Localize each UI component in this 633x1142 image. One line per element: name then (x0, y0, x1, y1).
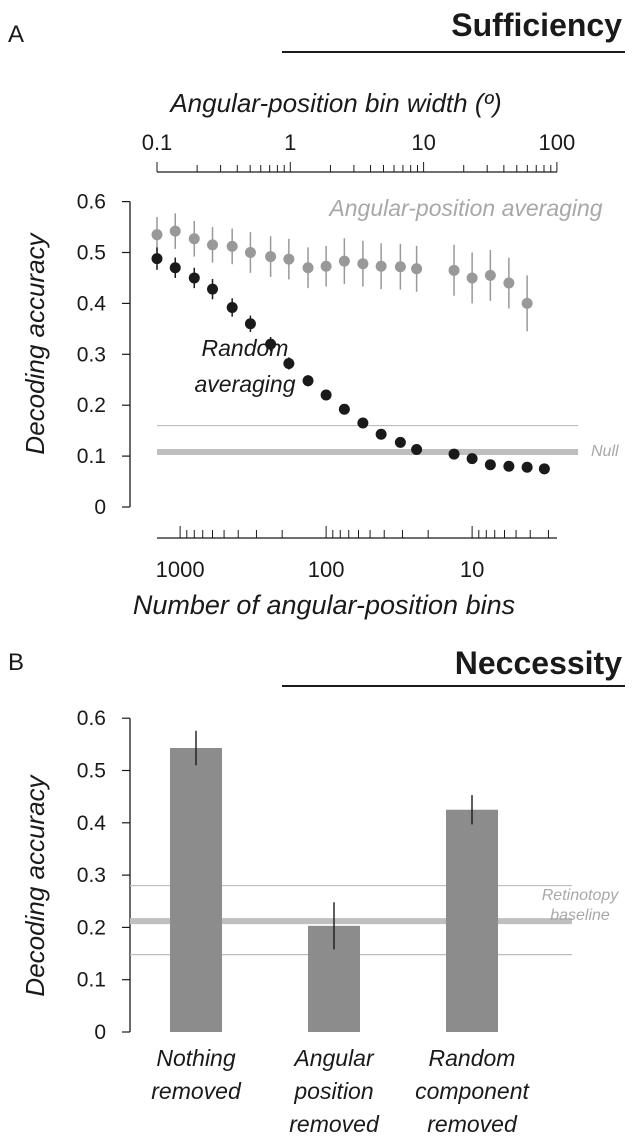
y-tick-label: 0.6 (77, 707, 106, 730)
data-point (302, 375, 314, 387)
y-tick-label: 0.3 (77, 864, 106, 887)
data-point (338, 255, 350, 267)
bottom-axis: 1000 100 10 (156, 526, 557, 582)
series-angular-position-averaging (151, 213, 533, 332)
panel-a-reference-lines (157, 424, 578, 456)
category-label: component (415, 1078, 530, 1104)
category-label: removed (427, 1111, 518, 1137)
series-black-annotation-line1: Random (202, 335, 289, 361)
top-axis-tick-label: 100 (539, 130, 576, 155)
bottom-axis-label: Number of angular-position bins (133, 590, 515, 620)
data-point (338, 403, 350, 415)
bar (446, 809, 498, 1032)
y-tick-label: 0.5 (77, 760, 106, 783)
data-point (188, 233, 200, 245)
data-point (265, 338, 277, 350)
y-tick-label: 0.1 (77, 969, 106, 992)
series-black-annotation-line2: averaging (194, 371, 295, 397)
bottom-axis-tick-label: 10 (460, 557, 484, 582)
panel-a-title: Sufficiency (451, 7, 622, 43)
y-tick-label: 0 (94, 496, 106, 519)
data-point (521, 297, 533, 309)
top-axis: 0.1 1 10 100 (142, 130, 576, 173)
y-tick-label: 0 (94, 1021, 106, 1044)
panel-b-y-axis: 0 0.1 0.2 0.3 0.4 0.5 0.6 (77, 707, 131, 1044)
data-point (394, 436, 406, 448)
data-point (503, 460, 515, 472)
retinotopy-annotation-line1: Retinotopy (542, 887, 619, 904)
panel-a-y-axis: 0 0.1 0.2 0.3 0.4 0.5 0.6 (77, 191, 131, 519)
data-point (283, 357, 295, 369)
data-point (466, 272, 478, 284)
data-point (302, 262, 314, 274)
data-point (188, 272, 200, 284)
panel-b-bars (170, 730, 498, 1032)
y-tick-label: 0.2 (77, 916, 106, 939)
top-axis-label: Angular-position bin width (º) (168, 88, 501, 118)
y-tick-label: 0.4 (77, 812, 107, 835)
data-point (207, 283, 219, 295)
null-annotation: Null (591, 443, 619, 460)
data-point (394, 261, 406, 273)
data-point (538, 463, 550, 475)
data-point (320, 260, 332, 272)
data-point (151, 229, 163, 241)
y-tick-label: 0.2 (77, 394, 106, 417)
data-point (521, 461, 533, 473)
retinotopy-annotation-line2: baseline (550, 907, 610, 924)
series-random-averaging (151, 247, 550, 475)
category-label: Angular (292, 1045, 375, 1071)
category-label: position (293, 1078, 373, 1104)
category-label: Nothing (156, 1045, 235, 1071)
data-point (357, 417, 369, 429)
data-point (207, 239, 219, 251)
panel-a-label: A (8, 21, 24, 48)
data-point (484, 269, 496, 281)
data-point (448, 448, 460, 460)
data-point (375, 428, 387, 440)
panel-a-y-axis-label: Decoding accuracy (20, 231, 50, 454)
data-point (411, 443, 423, 455)
bottom-axis-tick-label: 1000 (156, 557, 205, 582)
data-point (226, 301, 238, 313)
data-point (320, 389, 332, 401)
data-point (411, 263, 423, 275)
data-point (503, 277, 515, 289)
data-point (484, 459, 496, 471)
series-gray-annotation: Angular-position averaging (327, 195, 602, 221)
data-point (265, 251, 277, 263)
data-point (466, 453, 478, 465)
data-point (244, 318, 256, 330)
category-label: Random (429, 1045, 516, 1071)
bar (170, 748, 222, 1032)
data-point (448, 264, 460, 276)
category-label: removed (151, 1078, 242, 1104)
top-axis-tick-label: 1 (284, 130, 296, 155)
category-label: removed (289, 1111, 380, 1137)
panel-b-title: Neccessity (455, 645, 622, 681)
panel-b-category-labels: Nothing removed Angular position removed Rand… (151, 1045, 530, 1137)
panel-b-label: B (8, 649, 24, 676)
data-point (283, 253, 295, 265)
y-tick-label: 0.6 (77, 191, 106, 214)
y-tick-label: 0.3 (77, 343, 106, 366)
top-axis-tick-label: 0.1 (142, 130, 173, 155)
bottom-axis-tick-label: 100 (308, 557, 345, 582)
top-axis-tick-label: 10 (411, 130, 435, 155)
y-tick-label: 0.1 (77, 445, 106, 468)
data-point (357, 258, 369, 270)
data-point (151, 253, 163, 265)
y-tick-label: 0.5 (77, 242, 106, 265)
data-point (226, 240, 238, 252)
data-point (169, 262, 181, 274)
panel-b-y-axis-label: Decoding accuracy (20, 773, 50, 996)
data-point (244, 247, 256, 258)
data-point (375, 260, 387, 272)
y-tick-label: 0.4 (77, 292, 107, 315)
data-point (169, 225, 181, 237)
